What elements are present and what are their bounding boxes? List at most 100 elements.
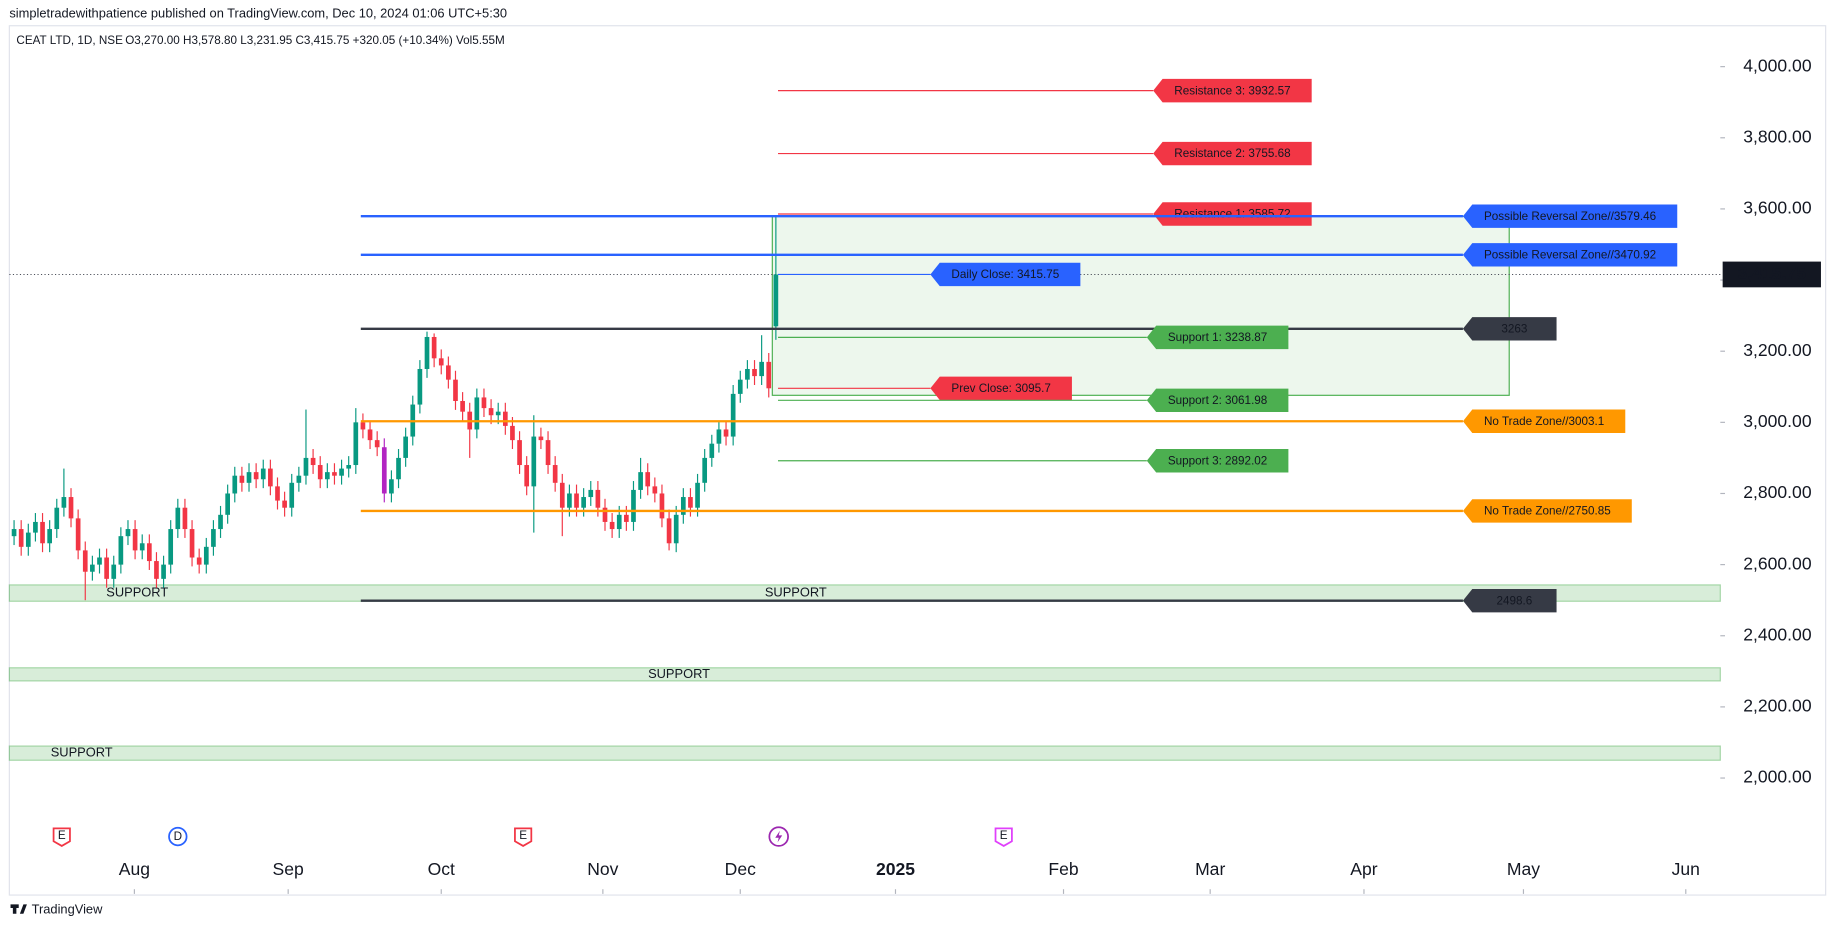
candle-body: [68, 497, 74, 519]
candle-body: [581, 497, 586, 508]
candle-body: [396, 457, 401, 480]
y-tick-label: 4,000.00: [1743, 55, 1812, 75]
candle-body: [702, 457, 708, 483]
candle-body: [552, 465, 558, 483]
last-price-box: [1722, 261, 1821, 288]
candle-body: [346, 465, 352, 469]
candle-body: [132, 529, 138, 551]
level-label: Prev Close: 3095.7: [951, 382, 1050, 395]
candle-body: [531, 436, 537, 487]
candle-body: [33, 521, 38, 533]
candle-body: [488, 408, 494, 416]
level-tag-box: [1146, 325, 1289, 350]
candle-body: [730, 393, 736, 437]
candle-body: [275, 486, 280, 501]
level-tag: Support 1: 3238.87: [1146, 325, 1289, 350]
level-label: No Trade Zone//2750.85: [1484, 505, 1611, 518]
candle-body: [574, 493, 579, 508]
candle-body: [631, 489, 636, 522]
level-tag-box: [1462, 243, 1678, 267]
publisher-line: simpletradewithpatience published on Tra…: [9, 5, 507, 20]
candle-body: [332, 472, 337, 476]
candle-body: [303, 457, 309, 476]
candle-body: [474, 397, 480, 430]
x-tick-label: Oct: [428, 859, 455, 879]
x-tick-label: Aug: [119, 859, 150, 879]
level-tag: Support 2: 3061.98: [1146, 388, 1289, 412]
candle-body: [260, 468, 266, 480]
x-tick-label: Jun: [1672, 859, 1700, 879]
event-icon: [168, 826, 188, 847]
candle-body: [310, 457, 316, 466]
candle-body: [154, 561, 159, 579]
y-tick-label: 3,600.00: [1743, 198, 1812, 218]
candle-body: [139, 543, 145, 551]
candle-body: [225, 493, 230, 515]
level-tag-box: [1462, 204, 1678, 228]
candle-body: [125, 529, 131, 537]
level-tag-box: [930, 376, 1072, 401]
candle-body: [175, 507, 181, 530]
level-tag-box: [1153, 78, 1312, 103]
candle-body: [289, 482, 295, 508]
level-label: Resistance 2: 3755.68: [1174, 147, 1290, 160]
candle-body: [203, 546, 209, 565]
event-label: E: [1000, 829, 1008, 842]
candle-body: [510, 425, 515, 441]
event-icon: [768, 826, 789, 847]
y-tick-label: 2,400.00: [1743, 624, 1812, 644]
candle-body: [360, 422, 366, 430]
candle-body: [538, 436, 544, 441]
level-label: Support 3: 2892.02: [1168, 454, 1267, 467]
x-tick-label: Nov: [587, 859, 618, 879]
level-label: No Trade Zone//3003.1: [1484, 415, 1604, 428]
chart-frame: [8, 25, 1827, 896]
candle-body: [559, 482, 565, 508]
candle-body: [18, 529, 24, 547]
candle-body: [688, 497, 693, 508]
candle-body: [246, 472, 252, 483]
candle-body: [417, 368, 423, 405]
y-tick-label: 2,800.00: [1743, 482, 1812, 502]
candle-body: [616, 514, 622, 530]
band-label: SUPPORT: [648, 666, 710, 681]
candle-body: [196, 557, 202, 565]
level-tag: Possible Reversal Zone//3470.92: [1462, 243, 1678, 267]
candle-body: [339, 468, 344, 476]
candle-body: [168, 529, 174, 565]
band-label: SUPPORT: [106, 584, 168, 599]
last-price-label: 3,415.75: [1738, 263, 1807, 283]
candle-body: [218, 514, 223, 530]
level-tag-box: [1462, 588, 1557, 613]
candle-body: [745, 368, 750, 380]
candle-body: [773, 274, 779, 327]
support-band: [8, 745, 1721, 761]
level-label: Possible Reversal Zone//3579.46: [1484, 210, 1656, 223]
candle-body: [424, 336, 430, 369]
band-label: SUPPORT: [765, 584, 827, 599]
zone-box: [771, 215, 1510, 396]
candle-body: [232, 475, 238, 494]
candle-body: [602, 507, 608, 522]
candle-body: [595, 489, 601, 508]
x-tick-label: 2025: [876, 859, 915, 879]
candle-body: [324, 472, 330, 480]
candle-body: [659, 493, 665, 519]
candle-body: [374, 440, 380, 448]
level-tag: No Trade Zone//2750.85: [1462, 499, 1632, 523]
level-tag-box: [1462, 409, 1626, 433]
event-label: E: [58, 829, 66, 842]
x-tick-label: May: [1507, 859, 1540, 879]
candle-body: [680, 497, 686, 515]
level-tag-box: [1146, 449, 1289, 473]
candle-body: [82, 550, 88, 572]
candle-body: [381, 447, 387, 494]
ohlc-legend: O3,270.00 H3,578.80 L3,231.95 C3,415.75 …: [125, 34, 505, 47]
candle-body: [709, 443, 715, 458]
level-tag: Resistance 2: 3755.68: [1153, 141, 1312, 166]
y-tick-label: 2,200.00: [1743, 696, 1812, 716]
candle-body: [389, 479, 394, 494]
candle-body: [11, 529, 17, 537]
x-tick-label: Feb: [1048, 859, 1078, 879]
level-tag-box: [1462, 499, 1632, 523]
